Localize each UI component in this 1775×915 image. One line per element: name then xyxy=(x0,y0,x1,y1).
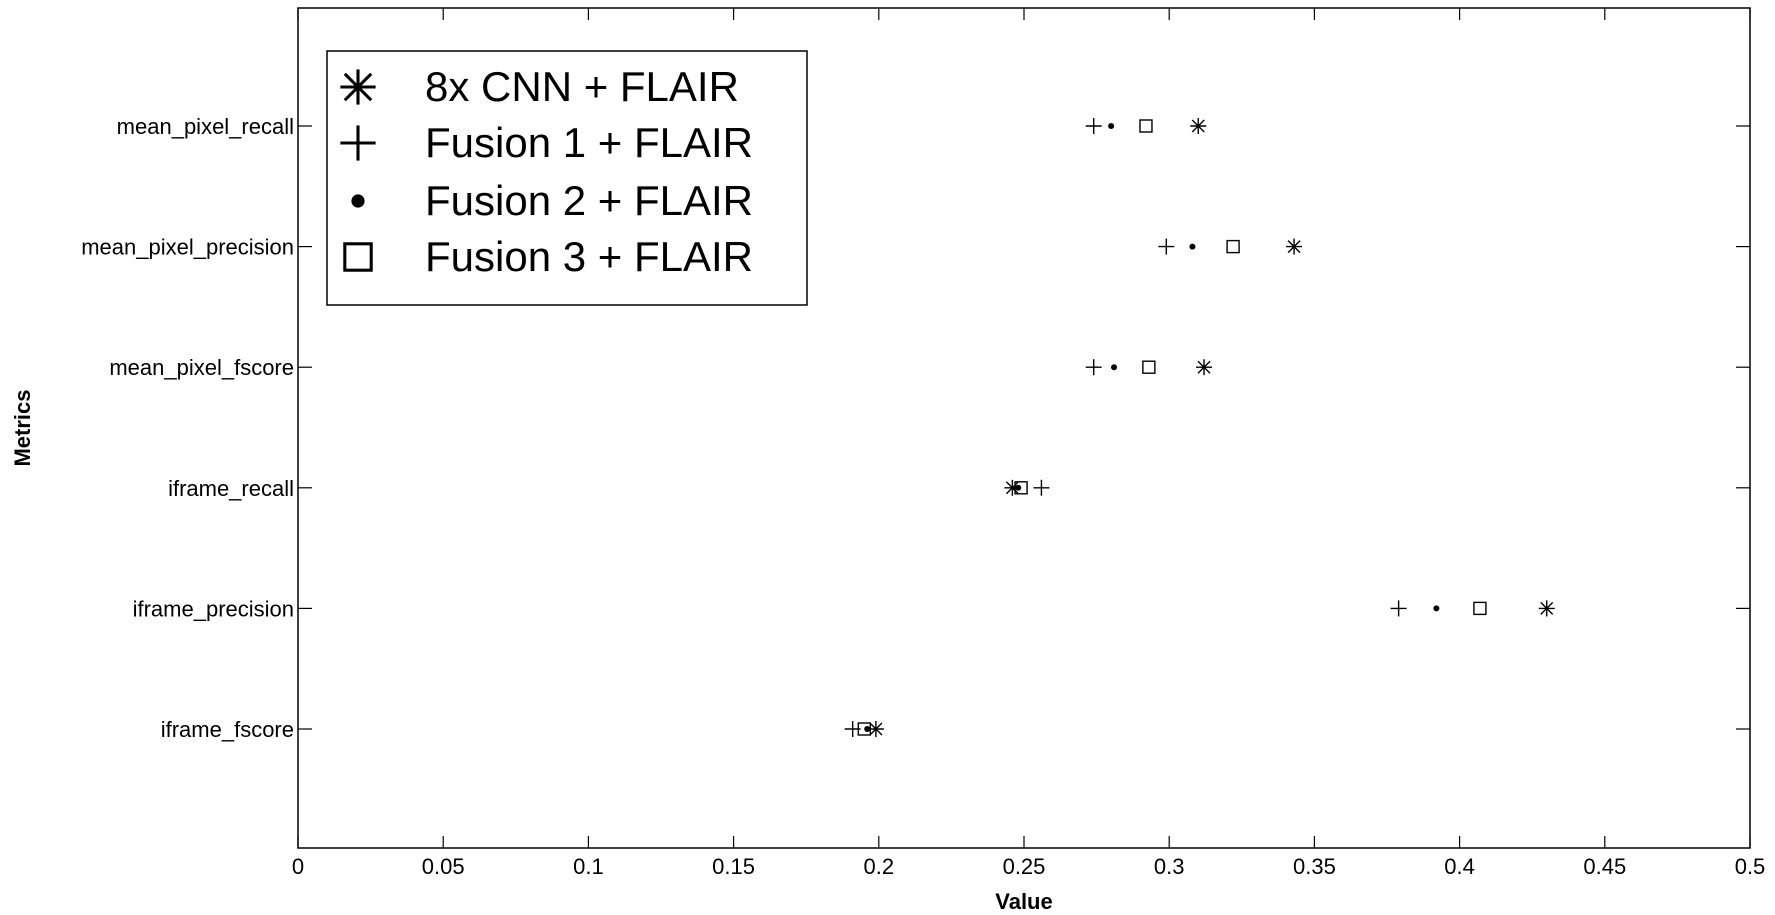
point-asterisk xyxy=(1286,238,1303,255)
point-asterisk xyxy=(1190,118,1207,134)
point-dot xyxy=(1108,123,1115,129)
y-tick-label: iframe_recall xyxy=(168,476,294,501)
point-square xyxy=(1473,601,1487,616)
x-tick-label: 0.1 xyxy=(573,854,604,879)
y-tick-label: mean_pixel_recall xyxy=(117,114,294,139)
x-tick-label: 0.4 xyxy=(1444,854,1475,879)
x-tick-label: 0.45 xyxy=(1583,854,1626,879)
legend-label: Fusion 3 + FLAIR xyxy=(425,233,753,280)
point-asterisk xyxy=(1196,359,1213,376)
y-axis-title: Metrics xyxy=(10,389,35,466)
x-tick-label: 0.3 xyxy=(1154,854,1185,879)
legend-label: Fusion 1 + FLAIR xyxy=(425,119,753,166)
data-points xyxy=(844,118,1555,737)
point-square xyxy=(1014,481,1028,495)
point-plus xyxy=(1390,600,1407,617)
point-plus xyxy=(1033,479,1050,496)
x-tick-label: 0.5 xyxy=(1735,854,1766,879)
x-tick-label: 0 xyxy=(292,854,304,879)
point-plus xyxy=(1158,238,1175,255)
point-plus xyxy=(1085,359,1102,376)
point-asterisk xyxy=(1538,600,1555,617)
y-ticks: mean_pixel_recall mean_pixel_precisionmea… xyxy=(81,114,1750,742)
point-square xyxy=(1142,360,1156,374)
point-square xyxy=(1226,239,1240,254)
x-ticks: 0 0.05 0.1 0.15 0.2 0.25 0.3 0.35 0.4 0.45 0.5 xyxy=(292,8,1765,879)
x-tick-label: 0.05 xyxy=(422,854,465,879)
point-square xyxy=(1139,119,1153,133)
legend-marker-dot xyxy=(351,194,365,208)
y-tick-label: mean_pixel_precision xyxy=(81,235,294,260)
legend-marker-asterisk xyxy=(340,69,376,105)
y-tick-label: iframe_fscore xyxy=(161,717,294,742)
point-plus xyxy=(1085,118,1102,134)
x-tick-label: 0.2 xyxy=(864,854,895,879)
x-tick-label: 0.35 xyxy=(1293,854,1336,879)
legend: 8x CNN + FLAIR Fusion 1 + FLAIR Fusion 2 +… xyxy=(326,50,808,306)
legend-box xyxy=(326,50,808,306)
point-dot xyxy=(1015,484,1022,491)
x-axis-title: Value xyxy=(995,889,1052,914)
legend-label: Fusion 2 + FLAIR xyxy=(425,177,753,224)
point-dot xyxy=(1433,605,1440,612)
point-dot xyxy=(1189,243,1196,250)
point-dot xyxy=(1111,364,1118,371)
point-square xyxy=(857,722,871,736)
y-tick-label: iframe_precision xyxy=(133,596,294,621)
point-dot xyxy=(864,726,871,732)
legend-marker-square xyxy=(343,242,373,272)
point-asterisk xyxy=(867,721,884,737)
x-tick-label: 0.25 xyxy=(1003,854,1046,879)
legend-marker-plus xyxy=(340,125,376,161)
x-tick-label: 0.15 xyxy=(712,854,755,879)
legend-label: 8x CNN + FLAIR xyxy=(425,63,739,110)
y-tick-label: mean_pixel_fscore xyxy=(109,355,294,380)
